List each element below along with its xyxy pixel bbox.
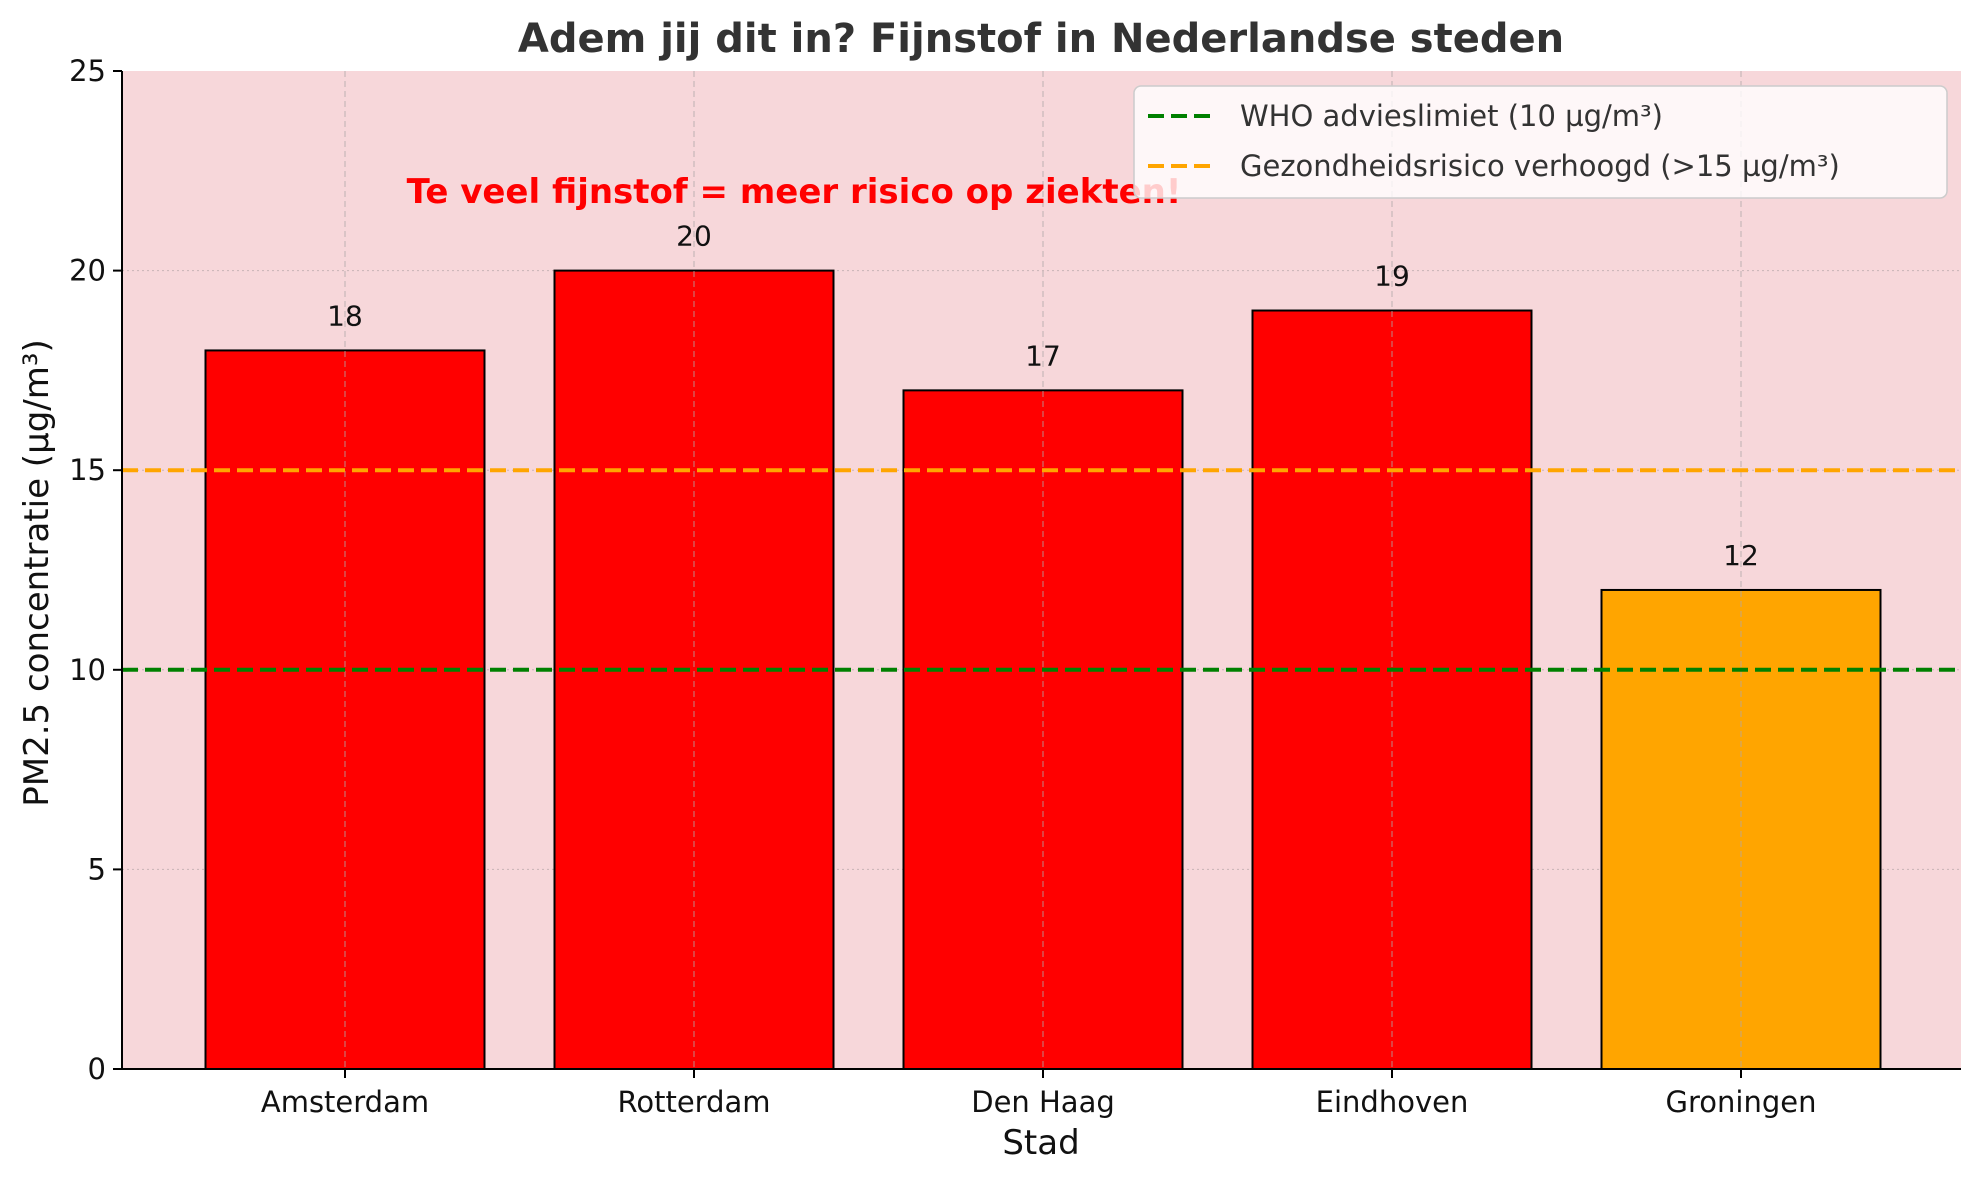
x-tick-label: Eindhoven [1316, 1085, 1469, 1119]
x-tick-label: Den Haag [971, 1085, 1115, 1119]
x-tick-label: Rotterdam [617, 1085, 770, 1119]
y-tick-label: 0 [88, 1052, 106, 1086]
y-tick-label: 25 [69, 54, 106, 88]
x-tick-label: Groningen [1666, 1085, 1817, 1119]
y-tick-label: 5 [88, 852, 106, 886]
chart-title: Adem jij dit in? Fijnstof in Nederlandse… [518, 16, 1564, 62]
legend-box [1133, 85, 1948, 199]
data-label: 18 [327, 299, 363, 332]
x-tick-label: Amsterdam [261, 1085, 429, 1119]
data-label: 20 [676, 220, 712, 253]
x-axis-label: Stad [1002, 1123, 1079, 1163]
y-tick-label: 15 [69, 453, 106, 487]
annotation-text: Te veel fijnstof = meer risico op ziekte… [407, 172, 1182, 212]
legend-label: WHO advieslimiet (10 µg/m³) [1240, 99, 1663, 133]
legend-label: Gezondheidsrisico verhoogd (>15 µg/m³) [1240, 149, 1840, 183]
data-label: 17 [1025, 339, 1061, 372]
legend: WHO advieslimiet (10 µg/m³) Gezondheidsri… [1133, 85, 1948, 199]
data-label: 19 [1374, 260, 1410, 293]
y-axis-label: PM2.5 concentratie (µg/m³) [17, 339, 57, 807]
y-tick-label: 10 [69, 653, 106, 687]
y-tick-label: 20 [69, 254, 106, 288]
data-label: 12 [1723, 539, 1759, 572]
